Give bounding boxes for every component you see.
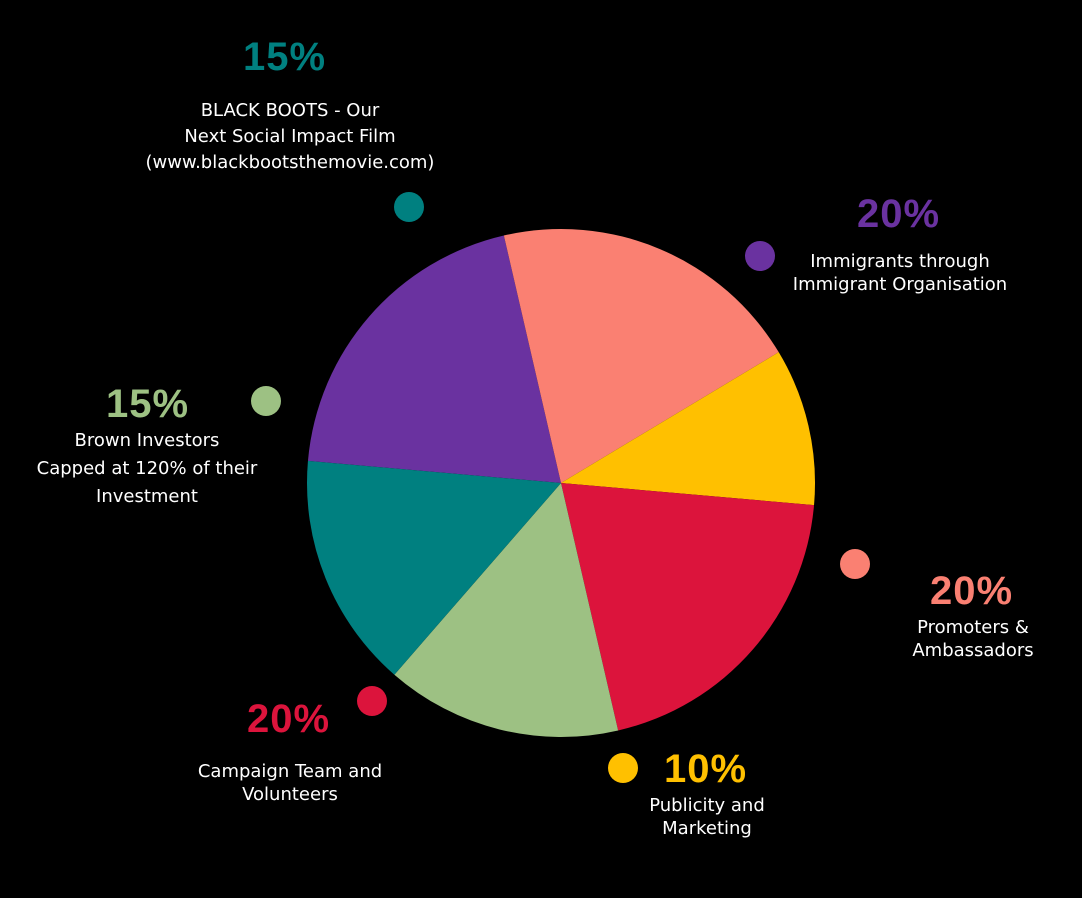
legend-dot-promoters bbox=[840, 549, 870, 579]
pie-slice-brown-investors bbox=[394, 483, 619, 737]
legend-dot-brown-investors bbox=[251, 386, 281, 416]
label-line: BLACK BOOTS - Our bbox=[200, 100, 380, 121]
percent-campaign: 20% bbox=[247, 697, 331, 741]
legend-dot-black-boots bbox=[394, 192, 424, 222]
legend-dot-publicity bbox=[608, 753, 638, 783]
label-brown-investors: Brown Investors Capped at 120% of their … bbox=[22, 427, 272, 511]
pie-slice-immigrants bbox=[307, 235, 561, 483]
pie-slice-promoters bbox=[503, 229, 779, 483]
label-line: Marketing bbox=[662, 818, 752, 840]
percent-black-boots: 15% bbox=[243, 35, 327, 79]
label-publicity: Publicity and Marketing bbox=[627, 794, 787, 841]
label-line: Ambassadors bbox=[912, 640, 1034, 662]
label-line: Next Social Impact Film bbox=[184, 126, 396, 148]
percent-promoters: 20% bbox=[930, 569, 1014, 613]
label-line: Immigrants through bbox=[810, 251, 990, 272]
legend-dot-immigrants bbox=[745, 241, 775, 271]
label-promoters: Promoters & Ambassadors bbox=[893, 616, 1053, 663]
percent-immigrants: 20% bbox=[857, 192, 941, 236]
label-line: Capped at 120% of their bbox=[36, 457, 258, 479]
percent-brown-investors: 15% bbox=[106, 382, 190, 426]
label-line: Investment bbox=[96, 485, 198, 507]
label-immigrants: Immigrants through Immigrant Organisatio… bbox=[790, 250, 1010, 297]
label-line: Promoters & bbox=[917, 617, 1029, 638]
percent-publicity: 10% bbox=[664, 747, 748, 791]
label-line: Immigrant Organisation bbox=[792, 274, 1008, 296]
pie-slice-publicity bbox=[561, 352, 815, 506]
label-line: Brown Investors bbox=[74, 430, 220, 451]
label-line: Volunteers bbox=[242, 784, 338, 806]
label-line: Publicity and bbox=[649, 795, 765, 816]
label-black-boots: BLACK BOOTS - Our Next Social Impact Fil… bbox=[130, 98, 450, 176]
label-line: Campaign Team and bbox=[197, 761, 383, 782]
label-line: (www.blackbootsthemovie.com) bbox=[145, 152, 435, 174]
pie-slice-black-boots bbox=[306, 460, 561, 675]
legend-dot-campaign bbox=[357, 686, 387, 716]
label-campaign: Campaign Team and Volunteers bbox=[180, 760, 400, 807]
pie-slice-campaign bbox=[561, 483, 815, 731]
